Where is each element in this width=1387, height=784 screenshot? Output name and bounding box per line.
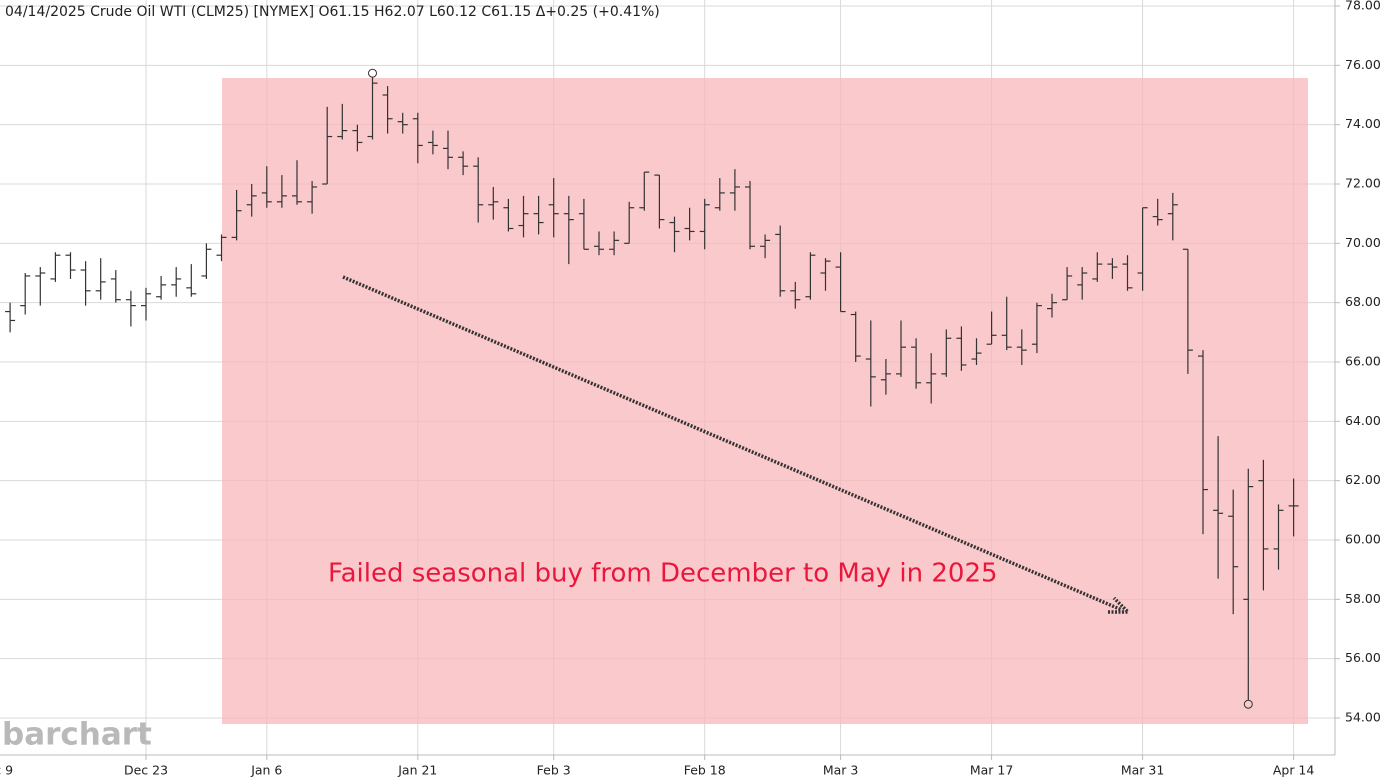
y-tick-label: 74.00 bbox=[1345, 116, 1381, 131]
y-tick-label: 68.00 bbox=[1345, 294, 1381, 309]
y-tick-label: 70.00 bbox=[1345, 235, 1381, 250]
chart-title: 04/14/2025 Crude Oil WTI (CLM25) [NYMEX]… bbox=[5, 4, 660, 20]
y-tick-label: 56.00 bbox=[1345, 650, 1381, 665]
y-tick-label: 54.00 bbox=[1345, 710, 1381, 725]
arrow-head bbox=[1108, 596, 1133, 614]
watermark: barchart bbox=[2, 717, 152, 753]
y-tick-label: 64.00 bbox=[1345, 413, 1381, 428]
x-tick-label: Apr 14 bbox=[1273, 763, 1315, 778]
x-tick-label: Jan 21 bbox=[397, 763, 437, 778]
highlight-region bbox=[222, 78, 1308, 724]
annotation: Failed seasonal buy from December to May… bbox=[328, 559, 998, 589]
x-tick-label: Mar 17 bbox=[970, 763, 1013, 778]
y-tick-label: 62.00 bbox=[1345, 472, 1381, 487]
y-tick-label: 72.00 bbox=[1345, 176, 1381, 191]
x-tick-label: Feb 3 bbox=[537, 763, 571, 778]
trend-arrow bbox=[342, 275, 1123, 612]
x-tick-label: Feb 18 bbox=[684, 763, 726, 778]
y-tick-label: 58.00 bbox=[1345, 591, 1381, 606]
y-tick-label: 78.00 bbox=[1345, 0, 1381, 13]
y-tick-label: 76.00 bbox=[1345, 57, 1381, 72]
high-marker bbox=[368, 68, 377, 78]
y-tick-label: 60.00 bbox=[1345, 532, 1381, 547]
low-marker bbox=[1243, 699, 1253, 709]
bars bbox=[5, 68, 1299, 709]
x-tick-label: Mar 31 bbox=[1121, 763, 1164, 778]
x-tick-label: Mar 3 bbox=[823, 763, 859, 778]
x-tick-label: Dec 9 bbox=[0, 763, 13, 778]
x-tick-label: Jan 6 bbox=[250, 763, 282, 778]
y-tick-label: 66.00 bbox=[1345, 354, 1381, 369]
x-tick-label: Dec 23 bbox=[124, 763, 168, 778]
